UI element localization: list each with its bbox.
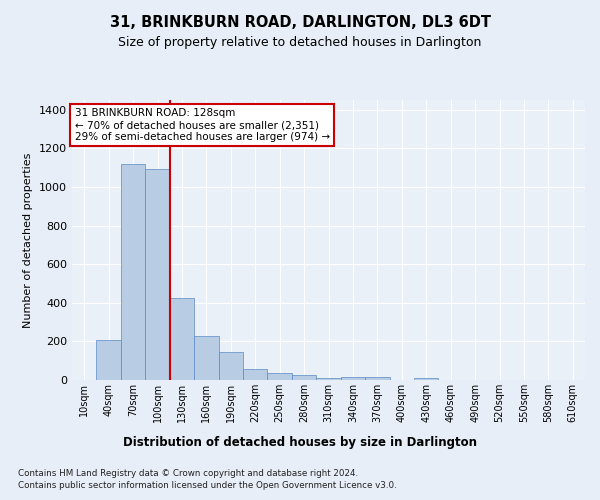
Bar xyxy=(97,340,121,380)
Bar xyxy=(341,377,365,380)
Bar xyxy=(145,168,170,380)
Text: Distribution of detached houses by size in Darlington: Distribution of detached houses by size … xyxy=(123,436,477,449)
Text: 31 BRINKBURN ROAD: 128sqm
← 70% of detached houses are smaller (2,351)
29% of se: 31 BRINKBURN ROAD: 128sqm ← 70% of detac… xyxy=(74,108,329,142)
Bar xyxy=(414,378,439,380)
Y-axis label: Number of detached properties: Number of detached properties xyxy=(23,152,34,328)
Bar xyxy=(170,298,194,380)
Text: Contains public sector information licensed under the Open Government Licence v3: Contains public sector information licen… xyxy=(18,482,397,490)
Bar xyxy=(218,352,243,380)
Text: Contains HM Land Registry data © Crown copyright and database right 2024.: Contains HM Land Registry data © Crown c… xyxy=(18,470,358,478)
Bar xyxy=(121,164,145,380)
Bar xyxy=(365,377,389,380)
Bar xyxy=(194,336,218,380)
Bar xyxy=(292,375,316,380)
Bar xyxy=(268,372,292,380)
Bar xyxy=(316,378,341,380)
Text: Size of property relative to detached houses in Darlington: Size of property relative to detached ho… xyxy=(118,36,482,49)
Text: 31, BRINKBURN ROAD, DARLINGTON, DL3 6DT: 31, BRINKBURN ROAD, DARLINGTON, DL3 6DT xyxy=(110,15,491,30)
Bar xyxy=(243,369,268,380)
